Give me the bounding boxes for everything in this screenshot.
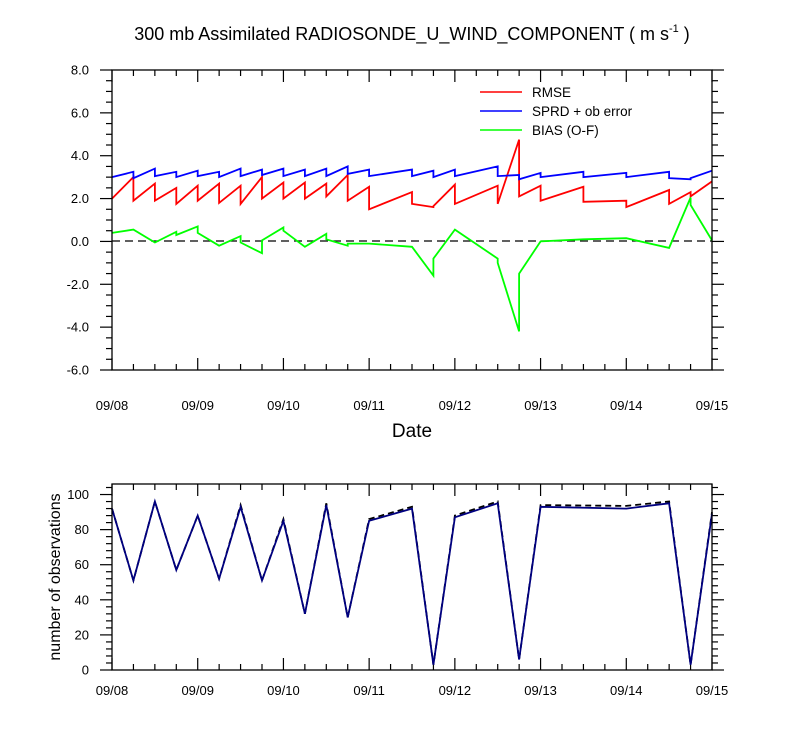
top-y-tick-label: 8.0 [71,63,89,78]
bottom-y-tick-label: 0 [82,663,89,678]
legend-label-sprd: SPRD + ob error [532,104,633,119]
top-series-sprd-ob-error [111,165,713,181]
top-series-bias-o-f [111,197,713,332]
top-y-tick-label: -2.0 [67,277,89,292]
top-series-group [111,139,713,332]
bottom-x-tick-label: 09/08 [96,683,129,698]
top-plot-frame [111,69,713,371]
bottom-x-tick-label: 09/15 [696,683,729,698]
bottom-series-observations-dashed [111,498,713,665]
top-y-tick-label: -6.0 [67,363,89,378]
y-axis-label: number of observations [47,493,64,660]
top-x-tick-label: 09/10 [267,398,300,413]
bottom-series-group [111,498,713,665]
bottom-y-tick-label: 100 [67,487,89,502]
top-y-tick-label: 2.0 [71,191,89,206]
bottom-y-tick-label: 20 [75,627,89,642]
bottom-series-observations-solid [111,498,713,665]
chart-title: 300 mb Assimilated RADIOSONDE_U_WIND_COM… [134,23,690,45]
legend-label-bias: BIAS (O-F) [532,123,599,138]
legend: RMSE SPRD + ob error BIAS (O-F) [480,85,633,138]
bottom-y-tick-label: 40 [75,592,89,607]
bottom-x-tick-label: 09/12 [439,683,472,698]
bias-rmse-chart: 300 mb Assimilated RADIOSONDE_U_WIND_COM… [67,23,729,442]
top-x-tick-label: 09/13 [524,398,557,413]
top-x-tick-label: 09/12 [439,398,472,413]
bottom-x-tick-label: 09/13 [524,683,557,698]
top-y-tick-label: 4.0 [71,148,89,163]
top-y-tick-label: 6.0 [71,105,89,120]
bottom-x-tick-label: 09/10 [267,683,300,698]
top-series-rmse [111,139,713,211]
top-x-tick-label: 09/14 [610,398,643,413]
bottom-axis-ticks [100,484,724,671]
bottom-y-tick-label: 80 [75,522,89,537]
top-x-tick-label: 09/09 [181,398,214,413]
bottom-plot-frame [111,483,713,671]
observations-chart: 09/08 09/09 09/10 09/11 09/12 09/13 09/14 09/15… [47,483,728,698]
bottom-x-tick-label: 09/11 [353,683,385,698]
legend-label-rmse: RMSE [532,85,571,100]
top-x-tick-label: 09/15 [696,398,729,413]
bottom-x-tick-label: 09/09 [181,683,214,698]
top-axis-ticks [100,69,724,371]
bottom-y-tick-label: 60 [75,557,89,572]
top-x-tick-label: 09/08 [96,398,129,413]
top-y-tick-label: -4.0 [67,320,89,335]
bottom-tick-labels: 09/08 09/09 09/10 09/11 09/12 09/13 09/14 09/15… [67,487,728,698]
bottom-x-tick-label: 09/14 [610,683,643,698]
top-tick-labels: 09/08 09/09 09/10 09/11 09/12 09/13 09/14 09/15… [67,63,729,414]
top-y-tick-label: 0.0 [71,234,89,249]
x-axis-label: Date [392,421,432,442]
top-x-tick-label: 09/11 [353,398,385,413]
